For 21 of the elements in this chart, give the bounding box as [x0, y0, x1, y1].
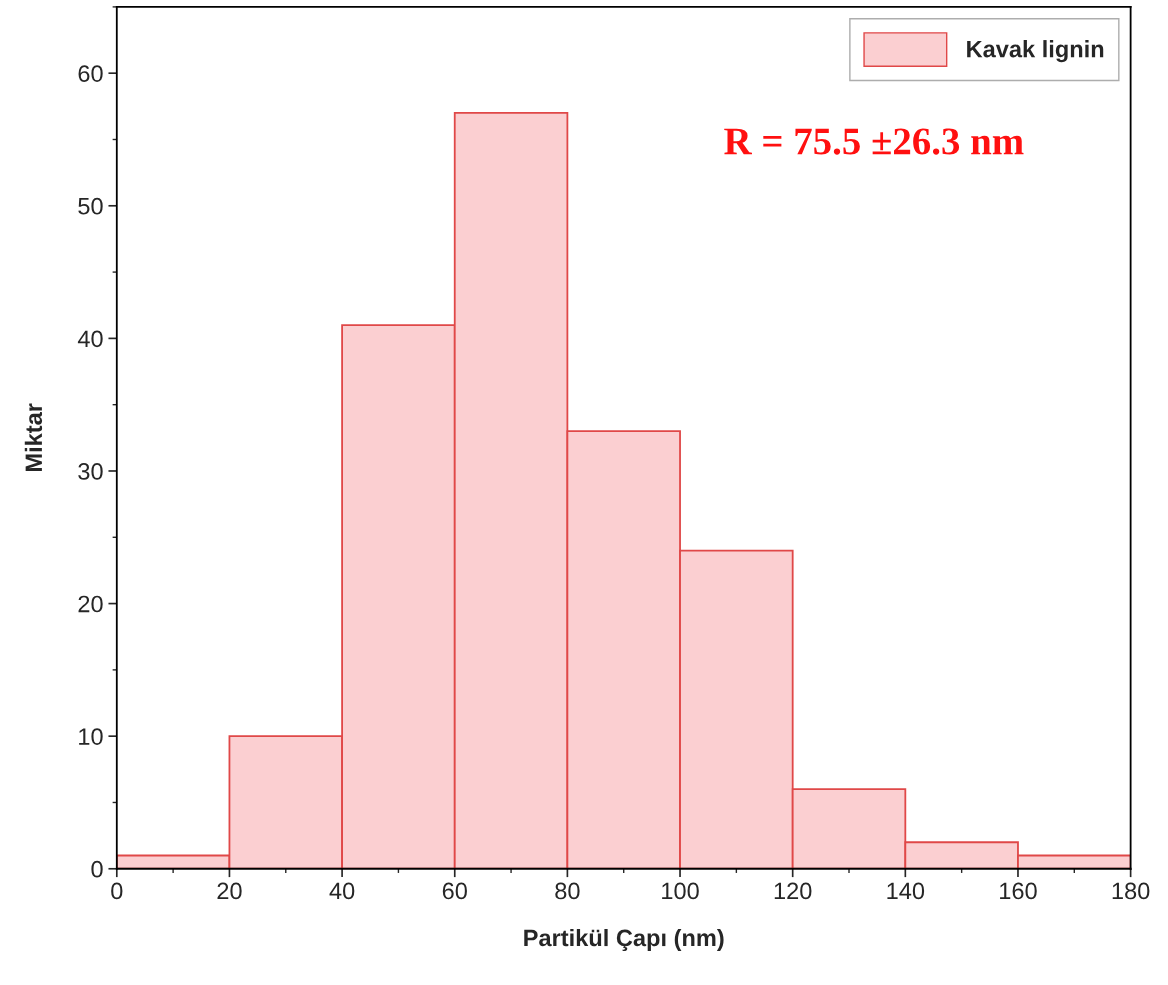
x-tick-label: 180 — [1112, 882, 1150, 900]
x-tick-label: 20 — [217, 882, 242, 900]
legend-label: Kavak lignin — [967, 40, 1104, 63]
x-axis-title: Partikül Çapı (nm) — [524, 928, 724, 951]
y-tick-label: 40 — [77, 330, 103, 348]
x-tick-label: 160 — [1000, 882, 1037, 900]
y-tick-label: 20 — [78, 595, 103, 613]
x-tick-label: 80 — [555, 882, 580, 900]
x-tick-label: 0 — [111, 882, 123, 900]
x-tick-label: 120 — [774, 882, 812, 900]
y-axis-title: Miktar — [24, 403, 43, 472]
x-tick-label: 100 — [662, 882, 699, 900]
x-tick-label: 40 — [329, 882, 355, 900]
y-tick-label: 0 — [91, 860, 103, 878]
y-tick-label: 50 — [78, 197, 103, 215]
annotation: R = 75.5 ±26.3 nm — [724, 128, 1024, 155]
y-tick-label: 10 — [79, 728, 103, 745]
x-tick-label: 140 — [887, 882, 925, 900]
x-tick-label: 60 — [442, 882, 467, 900]
y-tick-label: 60 — [78, 65, 103, 82]
y-tick-label: 30 — [78, 463, 103, 480]
